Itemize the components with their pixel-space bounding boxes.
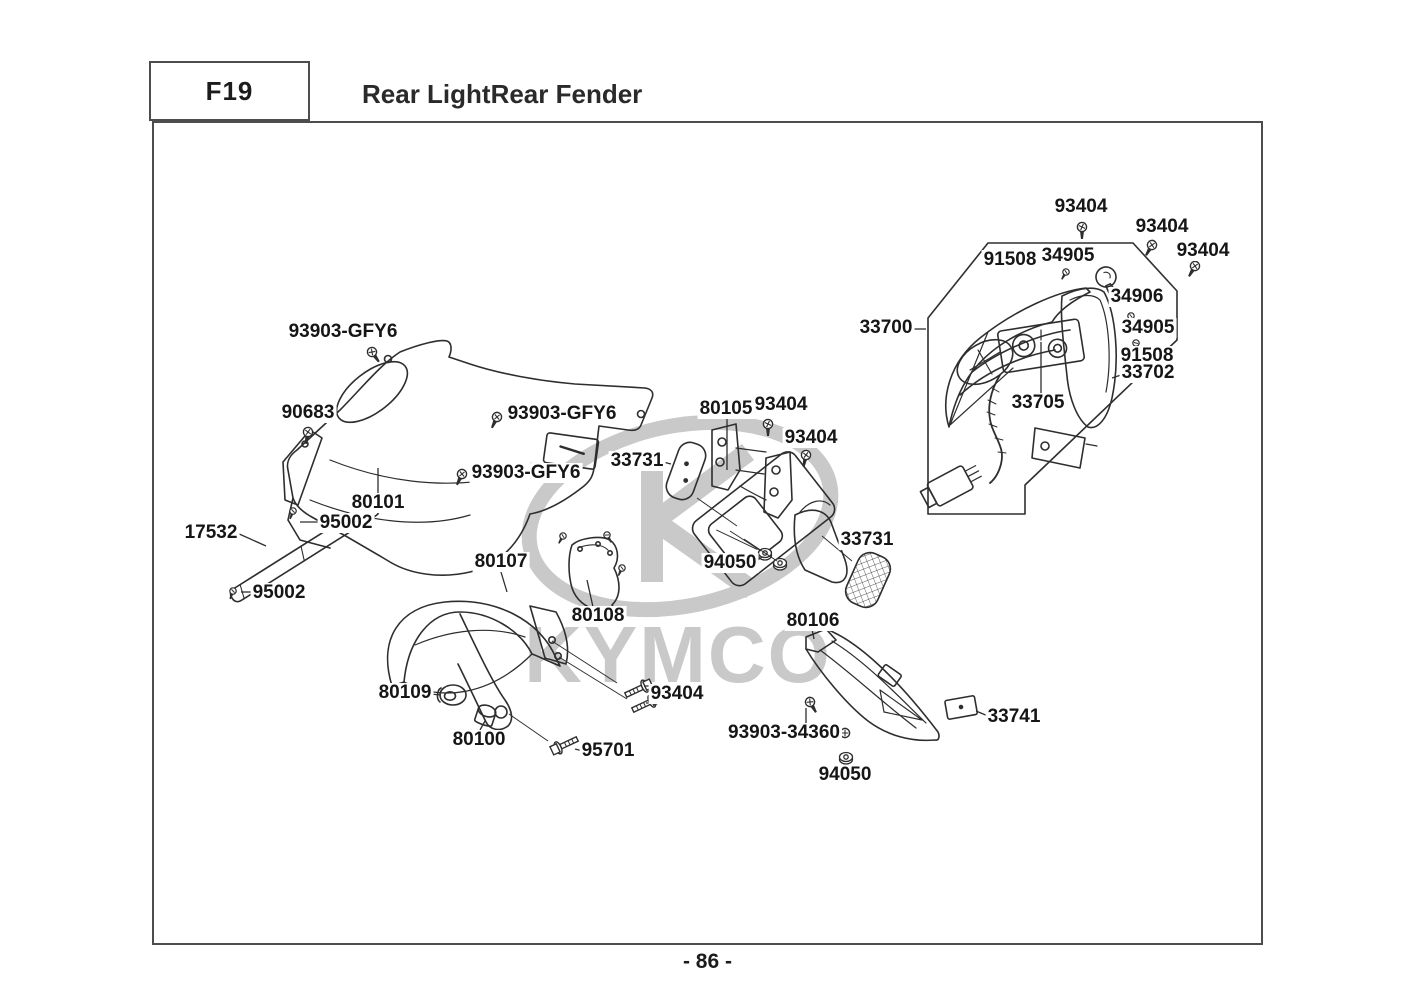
page-title: Rear LightRear Fender bbox=[362, 78, 643, 109]
page-number: - 86 - bbox=[682, 950, 732, 973]
strut-17532-drawing bbox=[229, 501, 380, 603]
collar-80100-icon bbox=[473, 704, 497, 727]
rear-fender-b-80106-drawing bbox=[805, 628, 978, 742]
front-fender-80107-drawing bbox=[386, 536, 620, 731]
section-code: F19 bbox=[205, 75, 254, 106]
reflector-33741 bbox=[944, 695, 978, 720]
grommet-80109-icon bbox=[436, 684, 467, 706]
tail-light-assembly-drawing bbox=[919, 242, 1178, 515]
kymco-watermark-logo: KYMCO bbox=[521, 414, 839, 699]
kymco-watermark-text: KYMCO bbox=[524, 610, 832, 699]
reflector-33731-right bbox=[844, 551, 892, 609]
diagram-frame bbox=[152, 121, 1263, 945]
section-code-box: F19 bbox=[149, 61, 310, 121]
reflector-33731-left bbox=[665, 441, 707, 501]
license-bracket-80105-drawing bbox=[665, 423, 892, 609]
tail-light-enclosure-outline bbox=[927, 242, 1178, 515]
leader-lines bbox=[236, 287, 1127, 752]
bulb-34906-icon bbox=[1095, 266, 1117, 296]
rear-fender-80101-drawing bbox=[229, 339, 654, 603]
